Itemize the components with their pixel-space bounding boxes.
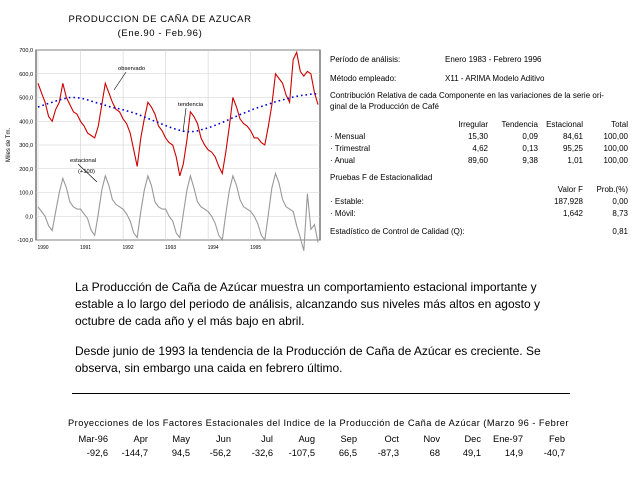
projection-month: Nov [423,434,440,444]
projection-month: Ene-97 [493,434,523,444]
y-tick-label: 0,0 [25,214,33,220]
chart-title: PRODUCCION DE CAÑA DE AZUCAR (Ene.90 - F… [60,13,260,41]
y-tick-label: 600,0 [19,72,33,78]
chart-grid [35,49,321,241]
chart-series [37,50,319,251]
projection-value: -32,6 [251,448,273,458]
projection-value: 66,5 [338,448,357,458]
y-tick-label: 500,0 [19,96,33,102]
pruebas-estable-prob: 0,00 [612,197,628,206]
production-line-chart: 700,0 600,0 500,0 400,0 300,0 200,0 100,0 0,0 -1… [6,48,321,251]
y-tick-label: -100,0 [17,238,33,244]
annotation-estacional-offset: (+100) [78,169,95,175]
row-mensual-tendencia: 0,09 [522,132,538,141]
pruebas-title: Pruebas F de Estacionalidad [330,173,433,182]
contrib-line1: Contribución Relativa de cada Componente… [330,91,604,100]
row-mensual-irregular: 15,30 [467,132,488,141]
y-tick-label: 300,0 [19,143,33,149]
summary-paragraph-1: La Producción de Caña de Azúcar muestra … [75,280,540,328]
y-tick-label: 200,0 [19,167,33,173]
x-tick-label: 1995 [250,245,261,251]
row-mensual-estacional: 84,61 [562,132,583,141]
row-trimestral-estacional: 95,25 [562,144,583,153]
summary: La Producción de Caña de Azúcar muestra … [75,279,575,390]
pruebas-estable-valor: 187,928 [554,197,583,206]
summary-paragraph-2: Desde junio de 1993 la tendencia de la P… [75,344,541,375]
y-tick-label: 100,0 [19,191,33,197]
projection-value: -40,7 [543,448,565,458]
projection-month: May [172,434,190,444]
row-trimestral-tendencia: 0,13 [522,144,538,153]
header-estacional: Estacional [546,120,583,129]
x-tick-label: 1992 [123,245,134,251]
header-total: Total [611,120,628,129]
series-observado [37,50,319,177]
projection-value: 94,5 [171,448,190,458]
y-tick-label: 700,0 [19,48,33,54]
annotation-tendencia-arrow [182,107,187,133]
projection-month: Jul [261,434,273,444]
annotation-tendencia: tendencia [178,102,204,108]
projection-month: Jun [216,434,231,444]
projection-value: -92,6 [86,448,108,458]
y-tick-label: 400,0 [19,119,33,125]
row-anual-total: 100,00 [603,156,628,165]
metodo-label: Método empleado: [330,74,397,83]
periodo-label: Período de análisis: [330,55,401,64]
annotation-observado-arrow [113,71,127,91]
chart-axes: 700,0 600,0 500,0 400,0 300,0 200,0 100,0 0,0 -1… [6,48,261,251]
annotation-observado: observado [118,66,145,72]
row-mensual-label: · Mensual [330,132,366,141]
projections-title: Proyecciones de los Factores Estacionale… [68,418,569,428]
periodo-value: Enero 1983 - Febrero 1996 [445,55,542,64]
metodo-value: X11 - ARIMA Modelo Aditivo [445,74,545,83]
header-tendencia: Tendencia [501,120,538,129]
contrib-line2: ginal de la Producción de Café [330,102,439,111]
x-tick-label: 1991 [80,245,91,251]
pruebas-movil-prob: 8,73 [612,209,628,218]
q-value: 0,81 [612,227,628,236]
projection-value: -56,2 [209,448,231,458]
chart-subtitle: (Ene.90 - Feb.96) [117,28,203,39]
row-anual-label: · Anual [330,156,355,165]
projection-month: Mar-96 [78,434,108,444]
projection-value: -87,3 [377,448,399,458]
series-tendencia [37,93,318,133]
projection-month: Aug [298,434,315,444]
row-anual-irregular: 89,60 [467,156,488,165]
pruebas-movil-valor: 1,642 [562,209,583,218]
row-trimestral-label: · Trimestral [330,144,370,153]
x-tick-label: 1993 [165,245,176,251]
projection-value: -107,5 [288,448,315,458]
pruebas-header-valor-f: Valor F [557,185,583,194]
projection-month: Feb [548,434,565,444]
annotation-estacional-arrow [77,163,98,183]
pruebas-header-prob: Prob.(%) [596,185,628,194]
projection-value: 68 [429,448,440,458]
row-trimestral-irregular: 4,62 [472,144,488,153]
row-trimestral-total: 100,00 [603,144,628,153]
pruebas-movil-label: · Móvil: [330,209,356,218]
x-tick-label: 1994 [208,245,219,251]
section-divider [72,393,570,394]
chart-annotations: observado tendencia estacional (+100) [70,66,204,183]
projection-value: 14,9 [504,448,523,458]
pruebas-estable-label: · Estable: [330,197,364,206]
projection-month: Apr [133,434,148,444]
x-tick-label: 1990 [37,245,48,251]
row-anual-tendencia: 9,38 [522,156,538,165]
annotation-estacional: estacional [70,158,96,164]
projection-month: Dec [464,434,481,444]
q-label: Estadístico de Control de Calidad (Q): [330,227,465,236]
series-estacional [37,171,319,251]
projection-month: Oct [384,434,399,444]
projection-value: 49,1 [462,448,481,458]
row-mensual-total: 100,00 [603,132,628,141]
chart-title-text: PRODUCCION DE CAÑA DE AZUCAR [68,14,252,25]
header-irregular: Irregular [458,120,488,129]
projection-month: Sep [340,434,357,444]
projection-value: -144,7 [121,448,148,458]
y-axis-label: Miles de Tm. [6,128,12,163]
row-anual-estacional: 1,01 [567,156,583,165]
